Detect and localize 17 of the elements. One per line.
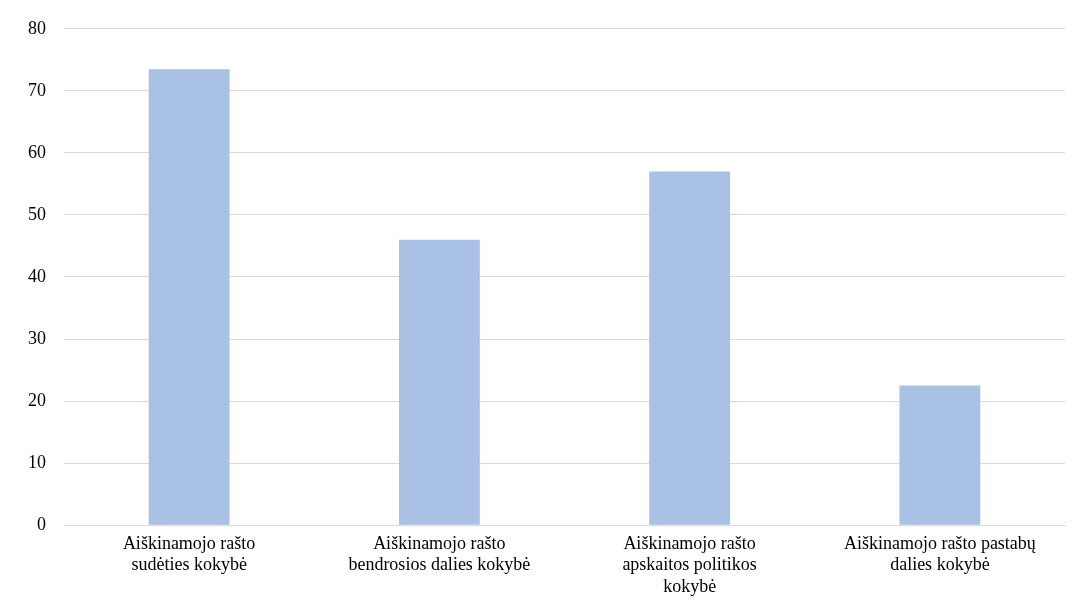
x-tick-label: Aiškinamojo rašto pastabų dalies kokybė xyxy=(843,532,1037,575)
y-tick-label: 40 xyxy=(28,265,46,286)
y-tick-label: 10 xyxy=(28,451,46,472)
bar xyxy=(899,385,981,525)
x-tick-label: Aiškinamojo rašto bendrosios dalies kokybė xyxy=(348,532,531,575)
bar xyxy=(148,69,230,525)
y-tick-label: 30 xyxy=(28,327,46,348)
y-tick-label: 0 xyxy=(37,513,46,534)
y-tick-label: 20 xyxy=(28,389,46,410)
x-tick-label: Aiškinamojo rašto sudėties kokybė xyxy=(122,532,256,575)
bar xyxy=(398,239,480,525)
y-tick-label: 60 xyxy=(28,141,46,162)
y-tick-label: 80 xyxy=(28,17,46,38)
y-tick-label: 50 xyxy=(28,203,46,224)
y-tick-label: 70 xyxy=(28,79,46,100)
bar xyxy=(649,171,731,525)
x-tick-label: Aiškinamojo rašto apskaitos politikos kokybė xyxy=(622,532,757,596)
